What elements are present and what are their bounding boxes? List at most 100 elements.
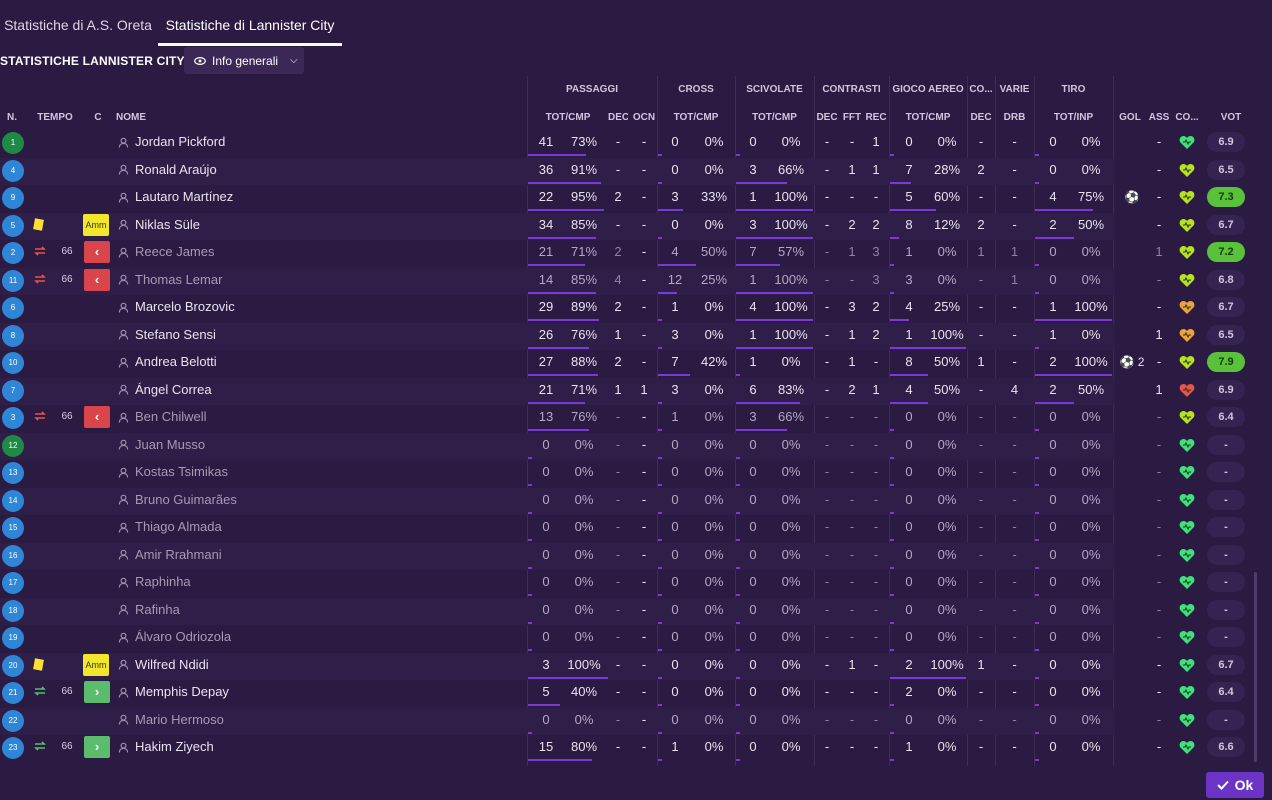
player-name[interactable]: Hakim Ziyech xyxy=(118,735,214,759)
column-header-c[interactable]: C xyxy=(94,112,102,123)
player-name[interactable]: Lautaro Martínez xyxy=(118,185,233,209)
column-header-co_dec[interactable]: DEC xyxy=(970,112,992,123)
player-name[interactable]: Mario Hermoso xyxy=(118,708,224,732)
column-header-ass[interactable]: ASS xyxy=(1148,112,1170,123)
table-row[interactable]: 3 66 ‹ Ben Chilwell 13 76% - - 1 0% 3 66% - - - 0 0% - - 0 0… xyxy=(0,405,1245,433)
shots-on-target: 0% xyxy=(1081,546,1101,562)
tab-team-oreta[interactable]: Statistiche di A.S. Oreta xyxy=(4,17,152,33)
column-header-time[interactable]: TEMPO xyxy=(37,112,73,123)
group-header[interactable]: TIRO xyxy=(1061,84,1086,95)
player-name[interactable]: Ángel Correa xyxy=(118,378,212,402)
player-name[interactable]: Wilfred Ndidi xyxy=(118,653,209,677)
player-name[interactable]: Thomas Lemar xyxy=(118,268,222,292)
column-header-rec[interactable]: REC xyxy=(865,112,887,123)
goals: ⚽ 2 xyxy=(1119,355,1145,369)
group-header[interactable]: CONTRASTI xyxy=(822,84,881,95)
column-header-cross_tc[interactable]: TOT/CMP xyxy=(673,112,719,123)
table-row[interactable]: 16 Amir Rrahmani 0 0% - - 0 0% 0 0% - - - 0 0% - - 0 0% - - xyxy=(0,542,1245,570)
group-header[interactable]: GIOCO AEREO xyxy=(892,84,964,95)
group-header[interactable]: PASSAGGI xyxy=(565,84,619,95)
subbed-on-button[interactable]: › xyxy=(84,736,110,758)
subbed-off-button[interactable]: ‹ xyxy=(84,241,110,263)
player-name[interactable]: Bruno Guimarães xyxy=(118,488,237,512)
column-header-tack_tc[interactable]: TOT/CMP xyxy=(752,112,797,123)
player-name[interactable]: Reece James xyxy=(118,240,214,264)
tackle-total: 1 xyxy=(749,189,757,204)
player-name[interactable]: Amir Rrahmani xyxy=(118,543,222,567)
table-row[interactable]: 10 Andrea Belotti 27 88% 2 - 7 42% 1 0% - 1 - 8 50% 1 - 2… xyxy=(0,350,1245,378)
table-row[interactable]: 11 66 ‹ Thomas Lemar 14 85% 4-12 25% 1 100% - -3 3 0%… xyxy=(0,267,1245,295)
column-header-cond[interactable]: CO... xyxy=(1175,112,1199,123)
table-row[interactable]: 18 Rafinha 0 0% - - 0 0% 0 0% - - - 0 0% - - 0 0% - - xyxy=(0,597,1245,625)
table-row[interactable]: 6 Marcelo Brozovic 29 89% 2 - 1 0% 4 100% - 3 2 4 25% -… xyxy=(0,295,1245,323)
player-name[interactable]: Kostas Tsimikas xyxy=(118,460,228,484)
column-header-ocn[interactable]: OCN xyxy=(632,112,656,123)
aerial-completion: 28% xyxy=(933,161,961,177)
column-header-dec[interactable]: DEC xyxy=(608,112,628,123)
condition-heart-icon xyxy=(1179,136,1195,149)
player-name[interactable]: Thiago Almada xyxy=(118,515,222,539)
view-dropdown[interactable]: Info generali ⌵ xyxy=(184,47,304,74)
group-header[interactable]: VARIE xyxy=(999,84,1030,95)
shots-on-target: 75% xyxy=(1077,189,1105,204)
column-header-air_tc[interactable]: TOT/CMP xyxy=(905,112,951,123)
aerial-completion: 0% xyxy=(937,491,957,507)
column-header-num[interactable]: N. xyxy=(7,112,17,123)
player-profile-icon xyxy=(118,247,129,258)
shots-on-target: 0% xyxy=(1081,161,1101,177)
player-name[interactable]: Stefano Sensi xyxy=(118,323,216,347)
aerial-completion-bar xyxy=(890,319,909,321)
table-row[interactable]: 12 Juan Musso 0 0% - - 0 0% 0 0% - - - 0 0% - - 0 0% - - xyxy=(0,432,1245,460)
player-name[interactable]: Rafinha xyxy=(118,598,180,622)
player-name[interactable]: Memphis Depay xyxy=(118,680,229,704)
table-row[interactable]: 13 Kostas Tsimikas 0 0% - - 0 0% 0 0% - - - 0 0% - - 0 0% -… xyxy=(0,460,1245,488)
contrasti-fft: - xyxy=(849,189,855,204)
player-name[interactable]: Juan Musso xyxy=(118,433,205,457)
table-row[interactable]: 7 Ángel Correa 21 71% 1 1 3 0% 6 83% -2 1 4 50% -4 2 50%… xyxy=(0,377,1245,405)
table-row[interactable]: 15 Thiago Almada 0 0% - - 0 0% 0 0% - - - 0 0% - - 0 0% - - xyxy=(0,515,1245,543)
player-name[interactable]: Raphinha xyxy=(118,570,191,594)
subbed-on-button[interactable]: › xyxy=(84,681,110,703)
column-header-shot_ti[interactable]: TOT/INP xyxy=(1053,112,1094,123)
player-name[interactable]: Niklas Süle xyxy=(118,213,200,237)
scrollbar[interactable] xyxy=(1254,572,1257,762)
column-header-pass_tc[interactable]: TOT/CMP xyxy=(545,112,591,123)
column-header-fft[interactable]: FFT xyxy=(842,112,862,123)
tackle-completion: 0% xyxy=(781,464,801,479)
subbed-off-button[interactable]: ‹ xyxy=(84,406,110,428)
ok-button[interactable]: Ok xyxy=(1206,772,1264,798)
pass-dec: - xyxy=(615,519,621,534)
player-name[interactable]: Jordan Pickford xyxy=(118,130,225,154)
contrasti-rec: - xyxy=(873,189,879,204)
group-header[interactable]: SCIVOLATE xyxy=(746,84,803,95)
column-header-con_dec[interactable]: DEC xyxy=(816,112,838,123)
table-row[interactable]: 14 Bruno Guimarães 0 0% - - 0 0% 0 0% - - - 0 0% - - 0 0% -… xyxy=(0,487,1245,515)
player-name[interactable]: Álvaro Odriozola xyxy=(118,625,231,649)
table-row[interactable]: 20 Amm Wilfred Ndidi 3 100% - -0 0% 0 0% -1-2 100% 1… xyxy=(0,652,1245,680)
table-row[interactable]: 22 Mario Hermoso 0 0% - - 0 0% 0 0% - - - 0 0% - - 0 0% - - xyxy=(0,707,1245,735)
subbed-off-button[interactable]: ‹ xyxy=(84,268,110,291)
tackle-completion-bar xyxy=(736,621,740,624)
table-row[interactable]: 17 Raphinha 0 0% - - 0 0% 0 0% - - - 0 0% - - 0 0% - - xyxy=(0,570,1245,598)
column-header-drb[interactable]: DRB xyxy=(1003,112,1026,123)
group-header[interactable]: CO... xyxy=(969,84,993,95)
table-row[interactable]: 1 Jordan Pickford 41 73% - - 0 0% 0 0% - - 1 0 0% - - 0 0%… xyxy=(0,130,1245,158)
table-row[interactable]: 9 Lautaro Martínez 22 95% 2 - 3 33% 1 100% - - - 5 60%… xyxy=(0,185,1245,213)
table-row[interactable]: 19 Álvaro Odriozola 0 0% - - 0 0% 0 0% - - - 0 0% - - 0 0%… xyxy=(0,625,1245,653)
player-name[interactable]: Ronald Araújo xyxy=(118,158,217,182)
table-row[interactable]: 8 Stefano Sensi 26 76% 1-3 0% 1 100% -1 2 1 100% - -1… xyxy=(0,322,1245,350)
tab-team-lannister[interactable]: Statistiche di Lannister City xyxy=(158,0,342,46)
player-name[interactable]: Marcelo Brozovic xyxy=(118,295,235,319)
table-row[interactable]: 5 Amm Niklas Süle 34 85% - -0 0% 3 100% -2 2 8 12% 2-2… xyxy=(0,212,1245,240)
shots-total: 0 xyxy=(1049,656,1057,672)
table-row[interactable]: 23 66 › Hakim Ziyech 15 80% - - 1 0% 0 0% - - - 1 0% - - 0 0… xyxy=(0,735,1245,763)
player-name[interactable]: Ben Chilwell xyxy=(118,405,207,429)
column-header-gol[interactable]: GOL xyxy=(1119,112,1141,123)
table-row[interactable]: 21 66 › Memphis Depay 5 40% - - 0 0% 0 0% - - - 2 0% - - 0 0… xyxy=(0,680,1245,708)
table-row[interactable]: 4 Ronald Araújo 36 91% - - 0 0% 3 66% - 1 1 7 28% 2 - 0 0%… xyxy=(0,157,1245,185)
column-header-vot[interactable]: VOT xyxy=(1220,112,1242,123)
table-row[interactable]: 2 66 ‹ Reece James 21 71% 2 - 4 50% 7 57% - 1 3 1 0% 1 1 0 0… xyxy=(0,240,1245,268)
column-header-name[interactable]: NOME xyxy=(116,112,146,123)
player-name[interactable]: Andrea Belotti xyxy=(118,350,217,374)
group-header[interactable]: CROSS xyxy=(678,84,714,95)
